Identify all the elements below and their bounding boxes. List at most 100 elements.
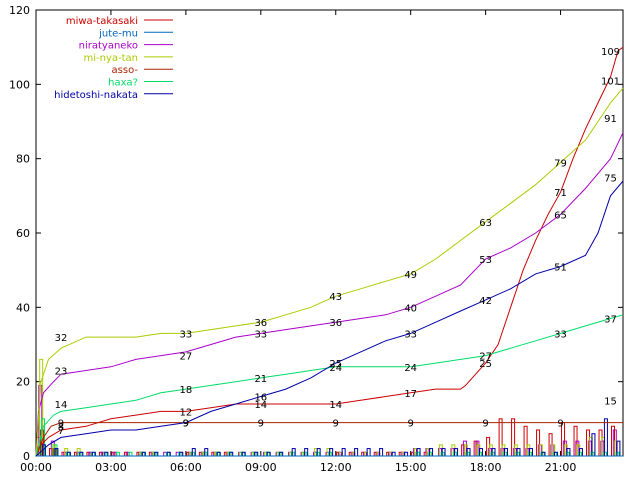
series-line bbox=[35, 87, 624, 457]
x-tick-label: 12:00 bbox=[320, 461, 352, 474]
activity-bar bbox=[216, 451, 221, 457]
activity-bar bbox=[179, 451, 184, 457]
data-label: 101 bbox=[601, 77, 620, 88]
x-tick-label: 15:00 bbox=[395, 461, 427, 474]
y-axis: 0 20 40 60 80 100 120 bbox=[9, 4, 623, 463]
activity-bar bbox=[166, 451, 171, 457]
data-label: 91 bbox=[604, 114, 617, 125]
data-label: 43 bbox=[329, 292, 342, 303]
activity-bars bbox=[36, 358, 621, 457]
series-line bbox=[35, 422, 623, 457]
activity-bar bbox=[141, 451, 146, 457]
y-tick-label: 40 bbox=[16, 301, 30, 314]
data-label: 32 bbox=[55, 333, 68, 344]
data-label: 33 bbox=[254, 329, 267, 340]
data-label: 9 bbox=[333, 419, 339, 430]
legend-label: miwa-takasaki bbox=[66, 16, 138, 27]
y-tick-label: 100 bbox=[9, 78, 30, 91]
data-label: 25 bbox=[329, 359, 342, 370]
series-line bbox=[35, 314, 624, 457]
activity-bar bbox=[229, 451, 234, 457]
series-line bbox=[35, 180, 624, 457]
data-label: 21 bbox=[254, 374, 267, 385]
data-label: 36 bbox=[254, 318, 267, 329]
data-label: 9 bbox=[58, 419, 64, 430]
series-line bbox=[35, 132, 624, 457]
y-tick-label: 0 bbox=[23, 450, 30, 463]
activity-bar bbox=[241, 451, 246, 457]
data-label: 8 bbox=[58, 422, 64, 433]
data-label: 40 bbox=[404, 303, 417, 314]
y-tick-label: 20 bbox=[16, 376, 30, 389]
activity-bar bbox=[115, 451, 120, 457]
data-label: 25 bbox=[479, 359, 492, 370]
data-label: 75 bbox=[604, 173, 617, 184]
activity-bar bbox=[541, 451, 546, 457]
data-label: 79 bbox=[554, 158, 567, 169]
data-label: 15 bbox=[604, 396, 617, 407]
activity-bar bbox=[266, 451, 271, 457]
activity-bar bbox=[404, 451, 409, 457]
data-label: 24 bbox=[329, 363, 342, 374]
data-label: 7 bbox=[58, 426, 64, 437]
y-tick-label: 80 bbox=[16, 153, 30, 166]
data-label: 9 bbox=[183, 419, 189, 430]
x-axis: 00:00 03:00 06:00 09:00 12:00 15:00 18:00 21:00 bbox=[20, 10, 576, 474]
data-label: 23 bbox=[55, 367, 68, 378]
activity-bar bbox=[391, 451, 396, 457]
activity-bar bbox=[154, 451, 159, 457]
data-label: 9 bbox=[482, 419, 488, 430]
legend-label: haxa? bbox=[108, 78, 138, 89]
activity-bar bbox=[279, 451, 284, 457]
x-tick-label: 18:00 bbox=[470, 461, 502, 474]
data-label: 109 bbox=[601, 47, 620, 58]
data-label: 14 bbox=[55, 400, 68, 411]
data-label: 63 bbox=[479, 218, 492, 229]
x-tick-label: 21:00 bbox=[545, 461, 577, 474]
data-label: 42 bbox=[479, 296, 492, 307]
activity-bar bbox=[128, 451, 133, 457]
series-lines bbox=[35, 46, 624, 457]
legend-label: hidetoshi-nakata bbox=[54, 90, 138, 101]
data-label: 17 bbox=[404, 389, 417, 400]
data-label: 9 bbox=[183, 419, 189, 430]
legend-label: mi-nya-tan bbox=[83, 53, 138, 64]
data-label: 16 bbox=[254, 393, 267, 404]
activity-bar bbox=[341, 448, 346, 457]
x-tick-label: 03:00 bbox=[95, 461, 127, 474]
activity-bar bbox=[354, 448, 359, 457]
legend-label: jute-mu bbox=[98, 28, 138, 39]
x-tick-label: 06:00 bbox=[170, 461, 202, 474]
activity-bar bbox=[553, 451, 558, 457]
data-label: 33 bbox=[404, 329, 417, 340]
legend-label: asso- bbox=[112, 65, 139, 76]
activity-bar bbox=[603, 418, 608, 457]
data-label: 65 bbox=[554, 210, 567, 221]
y-tick-label: 120 bbox=[9, 4, 30, 17]
data-label: 24 bbox=[404, 363, 417, 374]
data-label: 36 bbox=[329, 318, 342, 329]
x-tick-label: 09:00 bbox=[245, 461, 277, 474]
activity-bar bbox=[66, 451, 71, 457]
data-label: 14 bbox=[329, 400, 342, 411]
data-label: 27 bbox=[180, 352, 193, 363]
legend-label: niratyaneko bbox=[79, 41, 138, 52]
series-line bbox=[35, 46, 624, 457]
activity-bar bbox=[91, 451, 96, 457]
data-label: 33 bbox=[180, 329, 193, 340]
activity-bar bbox=[104, 451, 109, 457]
data-label: 12 bbox=[180, 407, 193, 418]
activity-bar bbox=[616, 440, 621, 457]
data-label: 9 bbox=[258, 419, 264, 430]
data-label: 71 bbox=[554, 188, 567, 199]
data-label: 9 bbox=[557, 419, 563, 430]
activity-bar bbox=[379, 448, 384, 457]
data-label: 14 bbox=[254, 400, 267, 411]
data-label: 37 bbox=[604, 314, 617, 325]
x-tick-label: 00:00 bbox=[20, 461, 52, 474]
activity-bar bbox=[79, 451, 84, 457]
data-label: 9 bbox=[407, 419, 413, 430]
activity-bar bbox=[366, 448, 371, 457]
